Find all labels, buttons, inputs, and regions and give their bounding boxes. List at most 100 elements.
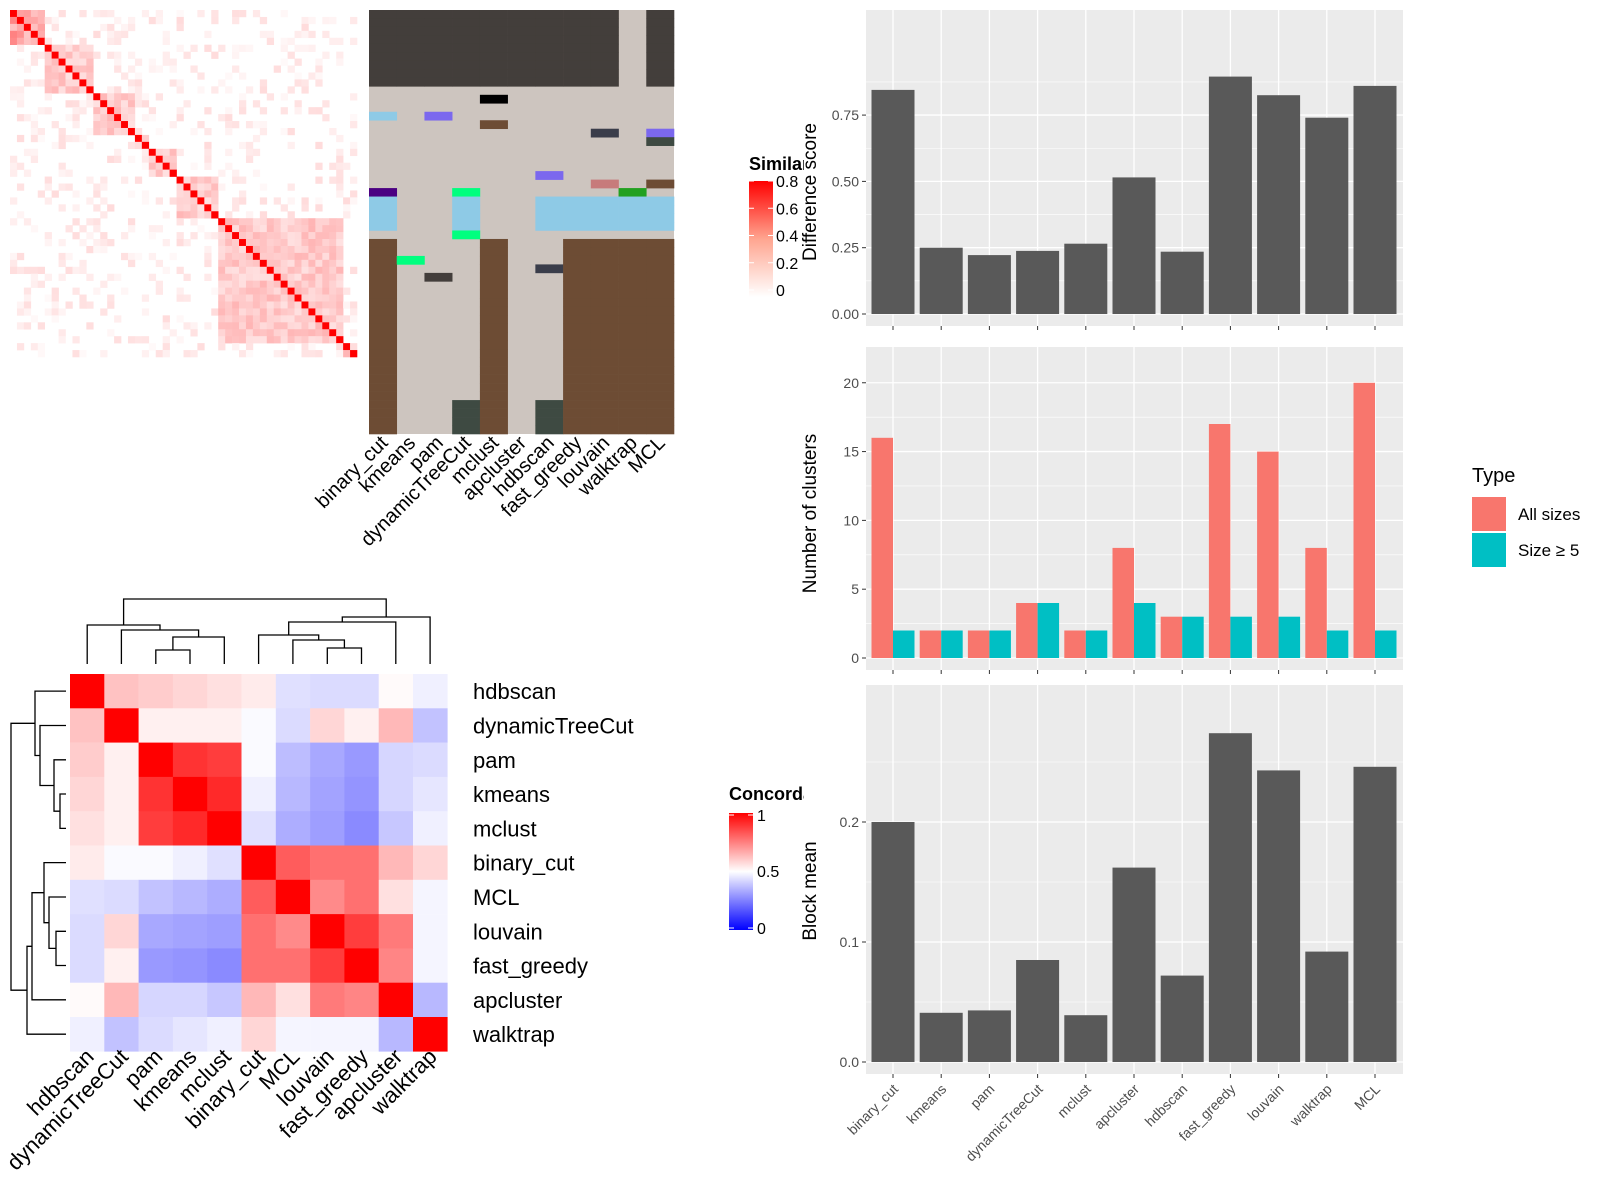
similarity-cell xyxy=(225,266,233,275)
concordance-cell xyxy=(207,948,242,983)
similarity-cell xyxy=(51,315,59,323)
similarity-cell xyxy=(266,308,275,316)
similarity-cell xyxy=(245,252,254,261)
concordance-cell xyxy=(310,708,345,743)
similarity-cell xyxy=(273,350,281,358)
similarity-cell xyxy=(72,100,80,108)
similarity-cell xyxy=(58,134,66,143)
concordance-cell xyxy=(70,879,105,915)
cluster-cell xyxy=(369,52,398,62)
similarity-cell xyxy=(294,58,302,66)
similarity-cell xyxy=(16,252,25,261)
similarity-cell xyxy=(329,176,337,184)
similarity-cell xyxy=(315,259,323,268)
similarity-cell xyxy=(16,16,25,25)
cluster-cell xyxy=(646,298,675,308)
similarity-cell xyxy=(58,86,66,94)
similarity-cell xyxy=(127,252,136,261)
concordance-cell xyxy=(344,1017,379,1052)
similarity-cell xyxy=(148,225,157,233)
cluster-cell xyxy=(369,264,398,274)
cluster-cell xyxy=(646,137,675,146)
similarity-cell xyxy=(176,336,184,344)
similarity-cell xyxy=(10,252,18,261)
similarity-cell xyxy=(79,266,87,275)
similarity-cell xyxy=(16,86,25,94)
similarity-cell xyxy=(121,121,129,129)
similarity-cell xyxy=(232,176,240,184)
concordance-cell xyxy=(207,879,242,915)
bar xyxy=(1160,251,1204,314)
similarity-cell xyxy=(232,239,240,247)
similarity-cell xyxy=(232,10,240,18)
similarity-cell xyxy=(23,287,32,295)
similarity-cell xyxy=(232,294,240,302)
similarity-cell xyxy=(273,239,281,247)
similarity-cell xyxy=(336,169,344,177)
similarity-cell xyxy=(114,315,122,323)
similarity-cell xyxy=(280,329,288,337)
concordance-cell xyxy=(344,742,379,778)
similarity-cell xyxy=(232,315,240,323)
similarity-cell xyxy=(79,134,87,143)
similarity-cell xyxy=(301,252,309,261)
similarity-cell xyxy=(232,51,240,59)
cluster-cell xyxy=(535,417,564,426)
similarity-cell xyxy=(141,350,150,358)
similarity-cell xyxy=(294,266,302,275)
similarity-cell xyxy=(141,100,150,108)
similarity-cell xyxy=(23,218,32,226)
similarity-cell xyxy=(294,259,302,268)
similarity-cell xyxy=(266,245,275,254)
similarity-cell xyxy=(148,232,157,240)
similarity-cell xyxy=(127,155,136,163)
similarity-cell xyxy=(252,301,261,309)
similarity-cell xyxy=(183,273,191,281)
similarity-cell xyxy=(93,225,101,233)
similarity-cell xyxy=(329,127,337,136)
similarity-cell xyxy=(16,37,25,45)
y-axis-title: Number of clusters xyxy=(800,434,821,593)
similarity-cell xyxy=(308,308,316,316)
similarity-cell xyxy=(86,127,94,136)
similarity-cell xyxy=(252,294,261,302)
cluster-cell xyxy=(452,77,481,87)
similarity-cell xyxy=(37,280,45,288)
similarity-cell xyxy=(72,266,80,275)
y-tick-label: 0.50 xyxy=(832,173,859,189)
similarity-cell xyxy=(252,336,261,344)
similarity-cell xyxy=(30,10,39,18)
concordance-cell xyxy=(241,879,277,915)
similarity-cell xyxy=(86,65,94,73)
cluster-cell xyxy=(507,43,536,53)
similarity-cell xyxy=(65,114,73,122)
similarity-cell xyxy=(127,107,136,115)
similarity-cell xyxy=(155,10,163,18)
cluster-cell xyxy=(535,60,564,70)
similarity-cell xyxy=(141,93,150,101)
similarity-cell xyxy=(245,329,254,337)
similarity-cell xyxy=(65,100,73,108)
cluster-cell xyxy=(396,52,425,62)
similarity-cell xyxy=(239,308,247,316)
bar xyxy=(1305,547,1327,658)
similarity-cell xyxy=(79,65,87,73)
cluster-cell xyxy=(563,391,592,401)
similarity-cell xyxy=(218,252,226,261)
cluster-cell xyxy=(369,238,398,248)
cluster-cell xyxy=(479,323,508,333)
similarity-cell xyxy=(259,273,268,281)
similarity-cell xyxy=(308,287,316,295)
similarity-cell xyxy=(86,218,94,226)
concordance-cell xyxy=(344,879,379,915)
similarity-cell xyxy=(44,16,52,25)
similarity-cell xyxy=(204,30,212,39)
concordance-cell xyxy=(378,948,414,983)
concordance-cell xyxy=(70,811,105,846)
similarity-cell xyxy=(190,218,198,226)
cluster-cell xyxy=(590,10,619,19)
similarity-cell xyxy=(86,44,94,52)
cluster-cell xyxy=(563,222,592,231)
cluster-cell xyxy=(369,196,398,206)
similarity-cell xyxy=(148,155,157,163)
